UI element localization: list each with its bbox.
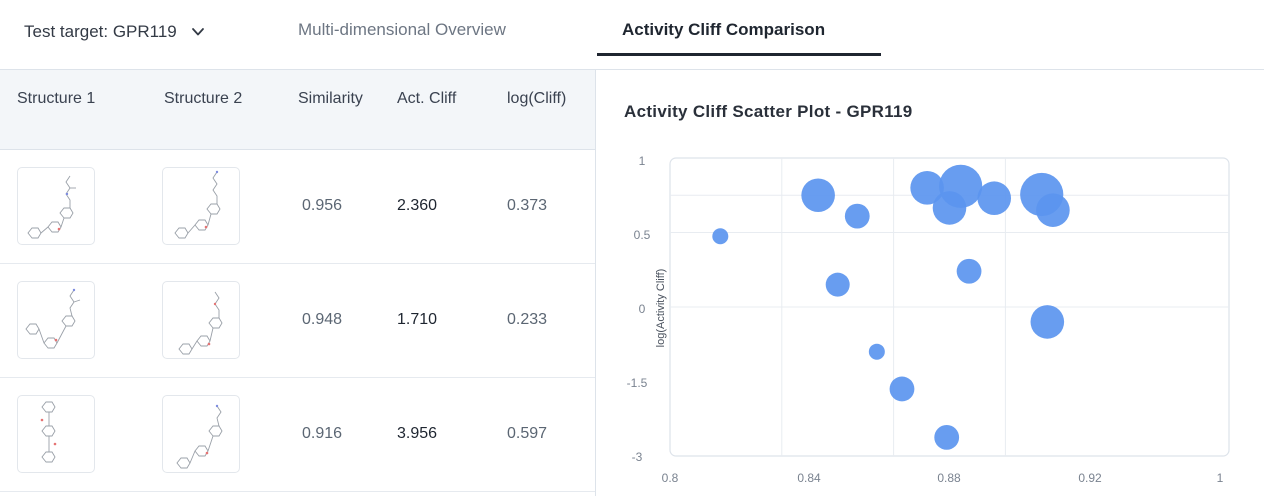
x-tick-label: 0.88 (937, 471, 961, 485)
chart-title: Activity Cliff Scatter Plot - GPR119 (624, 102, 913, 121)
target-selector[interactable]: Test target: GPR119 (24, 20, 205, 44)
x-tick-label: 0.92 (1078, 471, 1102, 485)
y-tick-label: -1.5 (627, 376, 648, 390)
structure-2-thumbnail[interactable] (162, 395, 240, 473)
table-row[interactable]: 0.948 1.710 0.233 (0, 264, 595, 378)
similarity-value: 0.916 (302, 425, 343, 442)
scatter-point[interactable] (868, 343, 885, 360)
x-axis-ticks: 0.8 0.84 0.88 0.92 1 (662, 471, 1224, 485)
log-cliff-value: 0.373 (507, 197, 548, 214)
tab-activity-cliff-comparison[interactable]: Activity Cliff Comparison (622, 20, 826, 39)
structure-1-thumbnail[interactable] (17, 395, 95, 473)
table-row[interactable]: 0.956 2.360 0.373 (0, 150, 595, 264)
scatter-point[interactable] (934, 424, 960, 450)
y-tick-label: 1 (639, 154, 646, 168)
target-label: Test target: GPR119 (24, 22, 177, 41)
scatter-point[interactable] (825, 272, 850, 297)
structure-2-thumbnail[interactable] (162, 167, 240, 245)
data-points (712, 164, 1070, 450)
table-header: Structure 1 Structure 2 Similarity Act. … (0, 70, 595, 150)
column-header-structure-1[interactable]: Structure 1 (17, 90, 96, 107)
scatter-point[interactable] (844, 203, 870, 229)
structure-1-thumbnail[interactable] (17, 167, 95, 245)
scatter-point[interactable] (1036, 193, 1070, 227)
chevron-down-icon (191, 28, 204, 36)
y-tick-label: -3 (632, 450, 643, 464)
y-axis-label: log(Activity Cliff) (655, 269, 667, 348)
scatter-point[interactable] (1030, 305, 1065, 339)
y-tick-label: 0.5 (634, 228, 651, 242)
scatter-point[interactable] (889, 376, 915, 402)
similarity-value: 0.948 (302, 311, 343, 328)
molecule-structure-image (174, 170, 221, 239)
x-tick-label: 0.8 (662, 471, 679, 485)
column-header-structure-2[interactable]: Structure 2 (164, 90, 243, 107)
molecule-structure-image (40, 401, 57, 463)
act-cliff-value: 3.956 (397, 425, 438, 442)
y-tick-label: 0 (639, 302, 646, 316)
tab-multi-dimensional-overview[interactable]: Multi-dimensional Overview (298, 20, 506, 39)
scatter-point[interactable] (910, 171, 944, 205)
molecule-structure-image (178, 291, 223, 355)
scatter-point[interactable] (801, 178, 835, 213)
comparison-table: Structure 1 Structure 2 Similarity Act. … (0, 70, 596, 496)
top-bar: Test target: GPR119 Multi-dimensional Ov… (0, 0, 1264, 70)
active-tab-indicator (597, 53, 881, 56)
scatter-point[interactable] (956, 258, 982, 284)
activity-cliff-scatter-plot[interactable]: 1 0.5 0 -1.5 -3 0.8 0.84 0.88 0.92 1 log… (597, 130, 1264, 496)
x-tick-label: 1 (1217, 471, 1224, 485)
y-axis-ticks: 1 0.5 0 -1.5 -3 (627, 154, 651, 464)
table-row[interactable]: 0.916 3.956 0.597 (0, 378, 595, 492)
scatter-point[interactable] (939, 164, 983, 208)
log-cliff-value: 0.597 (507, 425, 548, 442)
column-header-similarity[interactable]: Similarity (298, 90, 363, 107)
molecule-structure-image (27, 175, 76, 239)
x-tick-label: 0.84 (797, 471, 821, 485)
molecule-structure-image (176, 404, 223, 469)
structure-1-thumbnail[interactable] (17, 281, 95, 359)
structure-2-thumbnail[interactable] (162, 281, 240, 359)
act-cliff-value: 2.360 (397, 197, 438, 214)
column-header-act-cliff[interactable]: Act. Cliff (397, 90, 457, 107)
column-header-log-cliff[interactable]: log(Cliff) (507, 90, 567, 107)
log-cliff-value: 0.233 (507, 311, 548, 328)
scatter-point[interactable] (712, 228, 729, 245)
molecule-structure-image (25, 288, 81, 349)
act-cliff-value: 1.710 (397, 311, 438, 328)
scatter-point[interactable] (977, 181, 1012, 216)
similarity-value: 0.956 (302, 197, 343, 214)
